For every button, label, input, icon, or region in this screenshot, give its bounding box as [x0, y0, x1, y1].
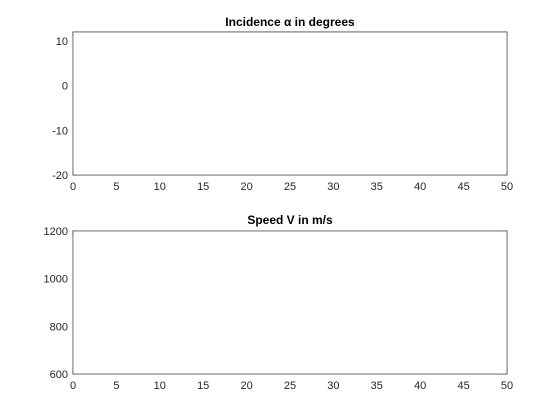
speed-y-tick-label: 1000: [44, 274, 68, 286]
speed-x-tick-label: 35: [371, 380, 383, 392]
subplot-incidence-plot: 0 5 10 15 20 25 30 35 40 45 50 -20 -10 0 10: [52, 31, 513, 193]
incidence-x-tick-label: 0: [70, 181, 76, 193]
speed-x-tick-label: 15: [197, 380, 209, 392]
subplot-speed-title: Speed V in m/s: [247, 213, 333, 227]
speed-y-tick-label: 1200: [44, 226, 68, 238]
incidence-x-tick-label: 40: [414, 181, 426, 193]
incidence-axes-box: [72, 31, 508, 176]
incidence-y-tick-label: -10: [52, 125, 68, 137]
speed-x-tick-label: 30: [327, 380, 339, 392]
incidence-x-tick-label: 20: [240, 181, 252, 193]
speed-y-tick-label: 600: [50, 369, 68, 381]
subplot-incidence-title: Incidence α in degrees: [225, 15, 355, 29]
subplot-incidence: Incidence α in degrees 0 5 10 15 20 25 30 35 40 4…: [52, 15, 513, 193]
incidence-x-tick-label: 50: [501, 181, 513, 193]
incidence-y-tick-label: 10: [56, 36, 68, 48]
subplot-speed-plot: 0 5 10 15 20 25 30 35 40 45 50 600 800 1000 1200: [44, 226, 514, 392]
incidence-x-tick-label: 45: [457, 181, 469, 193]
incidence-y-tick-label: -20: [52, 170, 68, 182]
incidence-x-tick-label: 25: [284, 181, 296, 193]
speed-x-tick-label: 50: [501, 380, 513, 392]
speed-x-tick-label: 45: [457, 380, 469, 392]
incidence-x-tick-label: 5: [113, 181, 119, 193]
speed-x-tick-label: 40: [414, 380, 426, 392]
subplot-speed: Speed V in m/s 0 5 10 15 20 25 30 35 40 45 50 600 80…: [44, 213, 514, 392]
incidence-x-tick-label: 15: [197, 181, 209, 193]
incidence-x-tick-label: 10: [154, 181, 166, 193]
speed-x-tick-label: 5: [113, 380, 119, 392]
speed-x-tick-label: 25: [284, 380, 296, 392]
speed-x-tick-label: 0: [70, 380, 76, 392]
incidence-x-tick-label: 35: [371, 181, 383, 193]
incidence-x-tick-label: 30: [327, 181, 339, 193]
incidence-y-tick-label: 0: [62, 81, 68, 93]
speed-y-tick-label: 800: [50, 321, 68, 333]
speed-axes-box: [72, 230, 508, 375]
speed-x-tick-label: 10: [154, 380, 166, 392]
speed-x-tick-label: 20: [240, 380, 252, 392]
